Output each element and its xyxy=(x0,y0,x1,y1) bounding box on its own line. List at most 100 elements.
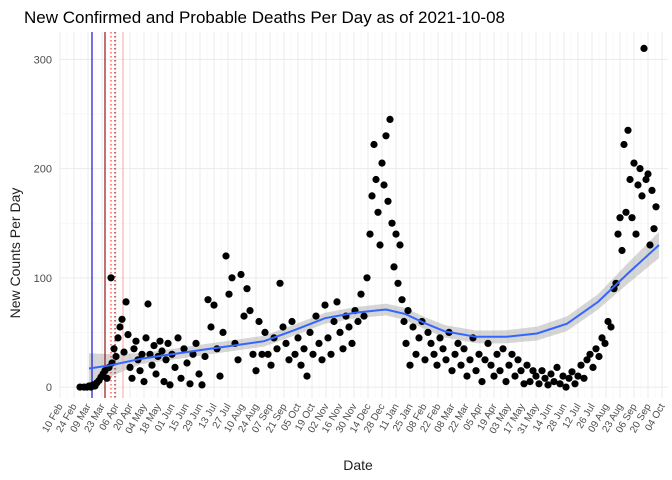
data-point xyxy=(550,378,558,386)
data-point xyxy=(622,208,630,216)
data-point xyxy=(180,345,188,353)
data-point xyxy=(508,350,516,358)
data-point xyxy=(294,334,302,342)
data-point xyxy=(646,241,654,249)
data-point xyxy=(562,383,570,391)
grid xyxy=(59,32,668,398)
data-point xyxy=(114,334,122,342)
data-point xyxy=(357,290,365,298)
data-point xyxy=(216,372,224,380)
data-point xyxy=(158,347,166,355)
data-point xyxy=(642,175,650,184)
data-point xyxy=(544,381,552,389)
data-point xyxy=(297,361,305,369)
data-point xyxy=(132,337,140,345)
data-point xyxy=(626,175,634,184)
data-point xyxy=(354,317,362,326)
y-tick-label: 100 xyxy=(34,273,52,285)
data-point xyxy=(559,372,567,380)
data-point xyxy=(406,361,414,369)
data-point xyxy=(402,339,410,347)
data-point xyxy=(650,225,658,233)
data-point xyxy=(210,301,218,309)
data-point xyxy=(378,159,386,167)
data-point xyxy=(514,356,522,364)
data-point xyxy=(345,323,353,331)
data-point xyxy=(598,334,606,342)
data-point xyxy=(430,350,438,358)
data-point xyxy=(112,352,120,361)
data-point xyxy=(164,339,172,347)
data-point xyxy=(171,363,179,371)
data-point xyxy=(454,339,462,347)
data-point xyxy=(237,270,245,279)
data-point xyxy=(228,274,236,282)
reference-lines xyxy=(91,32,124,398)
data-point xyxy=(409,323,417,331)
data-point xyxy=(601,339,609,347)
data-point xyxy=(327,350,335,358)
y-axis-title: New Counts Per Day xyxy=(7,188,23,319)
data-point xyxy=(183,359,191,367)
data-point xyxy=(604,317,612,326)
data-point xyxy=(380,181,388,189)
data-point xyxy=(577,361,585,369)
data-point xyxy=(372,175,380,184)
data-point xyxy=(580,374,588,382)
data-point xyxy=(388,219,396,227)
data-point xyxy=(303,372,311,380)
y-axis: 0 100 200 300 xyxy=(34,54,52,394)
data-point xyxy=(240,312,248,320)
data-point xyxy=(648,186,656,194)
data-point xyxy=(610,285,618,293)
data-point xyxy=(219,328,227,336)
data-point xyxy=(568,368,576,376)
data-point xyxy=(620,140,628,149)
data-point xyxy=(318,356,326,364)
data-point xyxy=(541,374,549,382)
data-point xyxy=(415,334,423,342)
data-point xyxy=(614,230,622,238)
data-point xyxy=(374,208,382,216)
data-point xyxy=(520,380,528,388)
data-point xyxy=(574,372,582,380)
data-point xyxy=(505,361,513,369)
data-point xyxy=(107,274,115,282)
data-point xyxy=(110,345,118,353)
data-point xyxy=(136,367,144,375)
data-point xyxy=(624,126,632,134)
x-axis-title: Date xyxy=(343,457,373,473)
data-point xyxy=(607,323,615,331)
data-point xyxy=(264,350,272,358)
data-point xyxy=(412,350,420,358)
data-point xyxy=(252,367,260,375)
data-point xyxy=(162,356,170,364)
data-point xyxy=(368,192,376,200)
data-point xyxy=(556,380,564,388)
data-point xyxy=(427,339,435,347)
data-point xyxy=(496,367,504,375)
data-point xyxy=(487,361,495,369)
data-point xyxy=(592,345,600,353)
data-point xyxy=(652,203,660,211)
data-point xyxy=(366,230,374,238)
data-point xyxy=(382,132,390,140)
data-point xyxy=(321,301,329,309)
data-point xyxy=(150,342,158,350)
data-points xyxy=(76,44,660,391)
data-point xyxy=(261,328,269,336)
data-point xyxy=(309,350,317,358)
data-point xyxy=(475,350,483,358)
data-point xyxy=(424,328,432,336)
data-point xyxy=(523,361,531,369)
data-point xyxy=(282,339,290,347)
smooth-line xyxy=(88,244,660,370)
data-point xyxy=(204,296,212,304)
data-point xyxy=(207,323,215,331)
data-point xyxy=(400,317,408,326)
data-point xyxy=(589,363,597,371)
data-point xyxy=(502,378,510,386)
data-point xyxy=(612,279,620,287)
data-point xyxy=(583,356,591,364)
data-point xyxy=(201,352,209,361)
